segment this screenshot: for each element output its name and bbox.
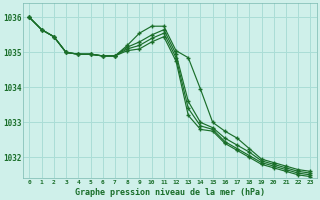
X-axis label: Graphe pression niveau de la mer (hPa): Graphe pression niveau de la mer (hPa) — [75, 188, 265, 197]
